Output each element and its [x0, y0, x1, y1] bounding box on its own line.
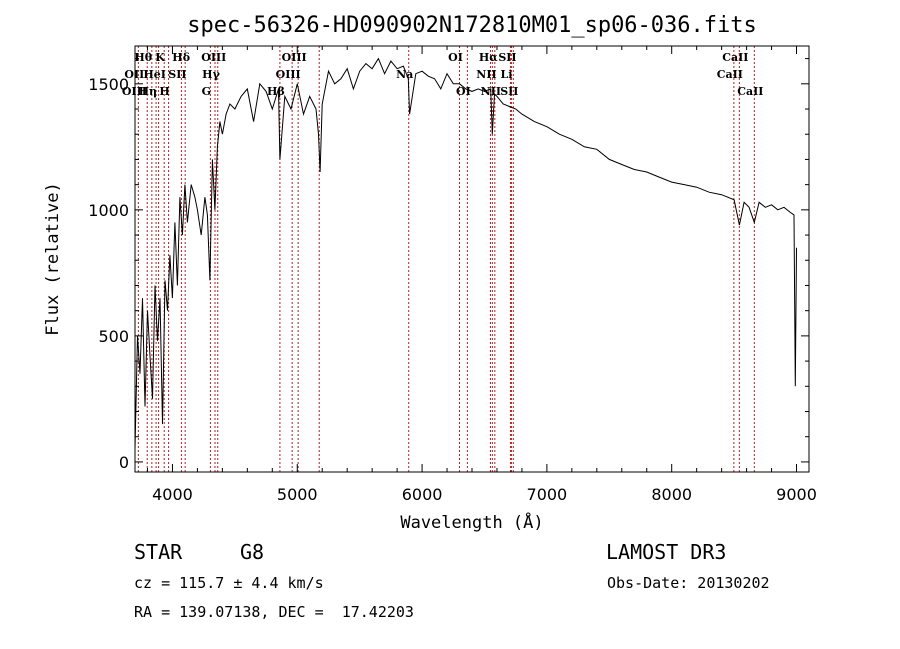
marker-label: OI — [448, 51, 463, 64]
x-axis-ticks: 4000 5000 6000 7000 8000 9000 — [146, 46, 817, 504]
object-class: STAR — [134, 540, 183, 564]
marker-label: OI — [456, 85, 471, 98]
object-subclass: G8 — [240, 540, 265, 564]
marker-label: Hη — [139, 85, 157, 98]
x-tick-label: 9000 — [776, 485, 817, 504]
x-tick-label: 4000 — [152, 485, 193, 504]
y-tick-label: 0 — [119, 453, 129, 472]
y-tick-label: 500 — [98, 327, 129, 346]
marker-label: Hγ — [202, 68, 220, 81]
marker-label: OIII — [276, 68, 301, 81]
marker-label: Hθ — [134, 51, 152, 64]
marker-label: H — [159, 85, 169, 98]
chart-title: spec-56326-HD090902N172810M01_sp06-036.f… — [187, 13, 757, 38]
spectral-line-markers — [137, 46, 755, 472]
marker-label: G — [202, 85, 211, 98]
plot-frame — [134, 45, 810, 473]
survey-label: LAMOST DR3 — [606, 540, 727, 564]
y-tick-label: 1500 — [88, 75, 129, 94]
spectrum-line — [134, 57, 797, 450]
y-axis-ticks: 0 500 1000 1500 — [88, 58, 809, 472]
marker-label: Hδ — [172, 51, 190, 64]
marker-label: OIII — [122, 85, 147, 98]
marker-label: Hα — [479, 51, 498, 64]
marker-label: Li — [500, 68, 512, 81]
marker-label: CaII — [737, 85, 763, 98]
obs-date-text: Obs-Date: 20130202 — [607, 574, 770, 592]
marker-label: SII — [498, 51, 516, 64]
marker-label: Na — [396, 68, 413, 81]
x-tick-label: 6000 — [402, 485, 443, 504]
redshift-text: cz = 115.7 ± 4.4 km/s — [134, 574, 324, 592]
marker-label: HeI — [143, 68, 166, 81]
x-axis-label: Wavelength (Å) — [400, 511, 543, 533]
marker-label: OIII — [282, 51, 307, 64]
y-tick-label: 1000 — [88, 201, 129, 220]
y-axis-label: Flux (relative) — [43, 182, 63, 336]
x-tick-label: 8000 — [651, 485, 692, 504]
marker-label: CaII — [722, 51, 748, 64]
marker-label: SII — [168, 68, 186, 81]
marker-label: Hβ — [267, 85, 285, 98]
coordinates-text: RA = 139.07138, DEC = 17.42203 — [134, 603, 414, 621]
x-tick-label: 5000 — [277, 485, 318, 504]
marker-label: CaII — [717, 68, 743, 81]
marker-label: OIII — [201, 51, 226, 64]
x-tick-label: 7000 — [527, 485, 568, 504]
marker-label: SII — [500, 85, 518, 98]
marker-label: NII — [476, 68, 496, 81]
marker-label: K — [155, 51, 165, 64]
marker-label: OII — [124, 68, 144, 81]
